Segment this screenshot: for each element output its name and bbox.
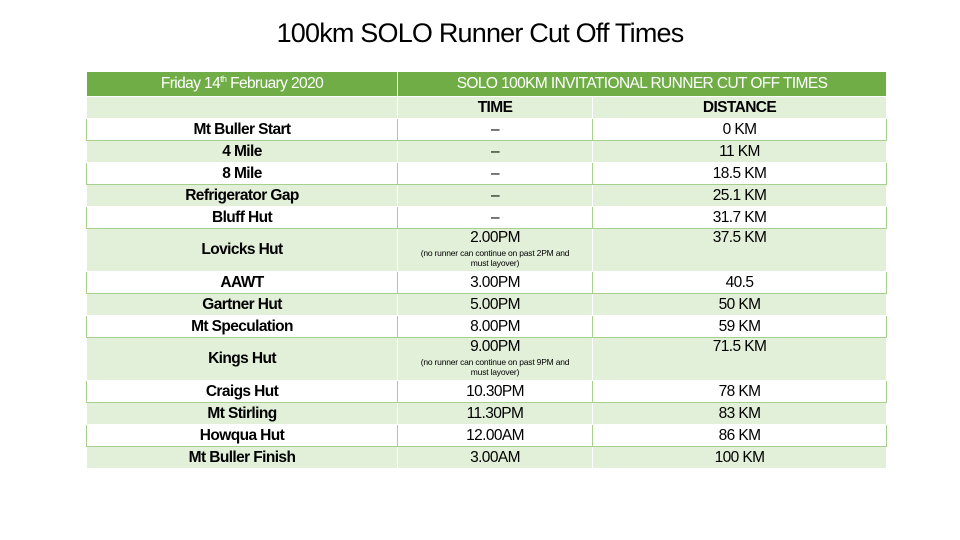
- checkpoint-distance: 50 KM: [591, 293, 888, 316]
- table-header-row: Friday 14th February 2020 SOLO 100KM INV…: [86, 71, 888, 97]
- cutoff-time: 8.00PM: [470, 317, 520, 335]
- table-row: AAWT 3.00PM 40.5: [86, 271, 888, 294]
- cutoff-time-cell: 10.30PM: [397, 380, 593, 403]
- checkpoint-distance: 31.7 KM: [591, 206, 888, 229]
- cutoff-time: 9.00PM: [470, 338, 520, 356]
- table-row: 8 Mile – 18.5 KM: [86, 162, 888, 185]
- checkpoint-distance: 59 KM: [591, 315, 888, 338]
- cutoff-time: –: [490, 120, 500, 138]
- cutoff-time-cell: 3.00PM: [397, 271, 593, 294]
- checkpoint-name: Lovicks Hut: [86, 228, 398, 272]
- cutoff-time: –: [490, 208, 500, 226]
- checkpoint-name: 4 Mile: [86, 140, 398, 163]
- cutoff-time: –: [490, 142, 500, 160]
- cutoff-time: 3.00AM: [470, 448, 520, 466]
- cutoff-time-cell: 9.00PM (no runner can continue on past 9P…: [397, 337, 593, 381]
- checkpoint-name: Mt Speculation: [86, 315, 398, 338]
- cutoff-time: 10.30PM: [466, 382, 524, 400]
- checkpoint-distance: 83 KM: [591, 402, 888, 425]
- column-header-row: TIME DISTANCE: [86, 96, 888, 119]
- checkpoint-name: Refrigerator Gap: [86, 184, 398, 207]
- cutoff-time: 12.00AM: [466, 426, 524, 444]
- section-header: SOLO 100KM INVITATIONAL RUNNER CUT OFF T…: [396, 71, 888, 97]
- table-row: Kings Hut 9.00PM (no runner can continue o…: [86, 337, 888, 381]
- table-row: Lovicks Hut 2.00PM (no runner can continue…: [86, 228, 888, 272]
- table-row: Gartner Hut 5.00PM 50 KM: [86, 293, 888, 316]
- checkpoint-distance: 78 KM: [591, 380, 888, 403]
- checkpoint-name: Craigs Hut: [86, 380, 398, 403]
- cutoff-time-cell: 11.30PM: [397, 402, 593, 425]
- table-row: Bluff Hut – 31.7 KM: [86, 206, 888, 229]
- cutoff-time-cell: 3.00AM: [397, 446, 593, 469]
- checkpoint-name: AAWT: [86, 271, 398, 294]
- cutoff-table: Friday 14th February 2020 SOLO 100KM INV…: [86, 71, 888, 469]
- checkpoint-distance: 11 KM: [591, 140, 888, 163]
- table-row: Craigs Hut 10.30PM 78 KM: [86, 380, 888, 403]
- table-row: Howqua Hut 12.00AM 86 KM: [86, 424, 888, 447]
- checkpoint-name: Kings Hut: [86, 337, 398, 381]
- cutoff-time: 11.30PM: [466, 404, 524, 422]
- cutoff-time-cell: 8.00PM: [397, 315, 593, 338]
- table-row: Mt Stirling 11.30PM 83 KM: [86, 402, 888, 425]
- cutoff-time-cell: 2.00PM (no runner can continue on past 2P…: [397, 228, 593, 272]
- cutoff-time: –: [490, 164, 500, 182]
- cutoff-time-cell: –: [397, 206, 593, 229]
- cutoff-note: (no runner can continue on past 2PM and …: [420, 248, 570, 268]
- cutoff-time: –: [490, 186, 500, 204]
- cutoff-time: 2.00PM: [470, 229, 520, 247]
- table-row: 4 Mile – 11 KM: [86, 140, 888, 163]
- checkpoint-distance: 25.1 KM: [591, 184, 888, 207]
- cutoff-time: 3.00PM: [470, 273, 520, 291]
- cutoff-time-cell: –: [397, 162, 593, 185]
- cutoff-time-cell: 5.00PM: [397, 293, 593, 316]
- checkpoint-name: Mt Buller Finish: [86, 446, 398, 469]
- date-header: Friday 14th February 2020: [86, 71, 398, 97]
- checkpoint-distance: 86 KM: [591, 424, 888, 447]
- checkpoint-distance: 0 KM: [591, 118, 888, 141]
- cutoff-time-cell: –: [397, 140, 593, 163]
- table-row: Mt Buller Finish 3.00AM 100 KM: [86, 446, 888, 469]
- cutoff-time-cell: 12.00AM: [397, 424, 593, 447]
- checkpoint-distance: 37.5 KM: [591, 228, 888, 272]
- checkpoint-name: Bluff Hut: [86, 206, 398, 229]
- checkpoint-distance: 40.5: [591, 271, 888, 294]
- cutoff-note: (no runner can continue on past 9PM and …: [420, 357, 570, 377]
- cutoff-time-cell: –: [397, 184, 593, 207]
- checkpoint-distance: 71.5 KM: [591, 337, 888, 381]
- location-column-header: [86, 96, 398, 119]
- checkpoint-name: Mt Stirling: [86, 402, 398, 425]
- checkpoint-name: Howqua Hut: [86, 424, 398, 447]
- cutoff-time-cell: –: [397, 118, 593, 141]
- table-row: Mt Speculation 8.00PM 59 KM: [86, 315, 888, 338]
- distance-column-header: DISTANCE: [591, 96, 888, 119]
- time-column-header: TIME: [397, 96, 593, 119]
- checkpoint-distance: 18.5 KM: [591, 162, 888, 185]
- checkpoint-distance: 100 KM: [591, 446, 888, 469]
- table-row: Mt Buller Start – 0 KM: [86, 118, 888, 141]
- page-title: 100km SOLO Runner Cut Off Times: [276, 18, 685, 48]
- table-row: Refrigerator Gap – 25.1 KM: [86, 184, 888, 207]
- checkpoint-name: 8 Mile: [86, 162, 398, 185]
- checkpoint-name: Mt Buller Start: [86, 118, 398, 141]
- cutoff-time: 5.00PM: [470, 295, 520, 313]
- checkpoint-name: Gartner Hut: [86, 293, 398, 316]
